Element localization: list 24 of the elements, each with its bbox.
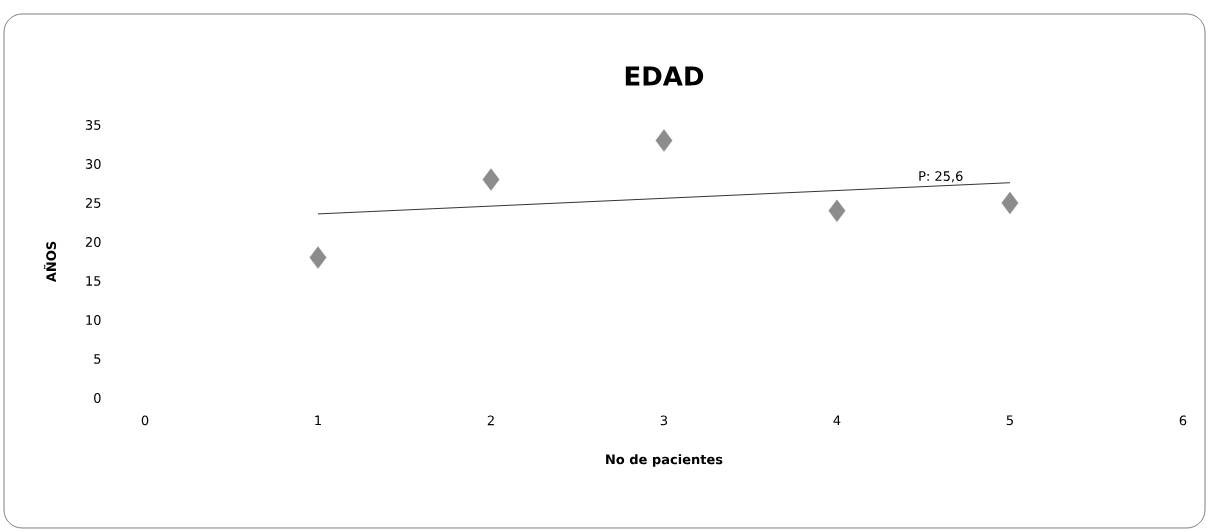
- point: [655, 129, 673, 152]
- y-tick-label: 35: [85, 120, 101, 130]
- point: [309, 246, 327, 269]
- x-tick-label: 1: [315, 415, 321, 425]
- x-axis-title: No de pacientes: [606, 454, 723, 467]
- x-tick-label: 0: [141, 415, 149, 426]
- x-tick-label: 4: [833, 415, 841, 425]
- point: [828, 199, 846, 222]
- y-axis-title: AÑOS: [43, 241, 57, 283]
- x-tick-label: 2: [487, 415, 494, 426]
- y-tick-label: 10: [86, 315, 101, 325]
- y-tick-label: 30: [85, 159, 101, 169]
- chart-title: EDAD: [625, 66, 704, 86]
- y-tick-label: 20: [85, 237, 101, 247]
- y-tick-label: 5: [94, 354, 101, 364]
- x-tick-label: 5: [1006, 415, 1013, 426]
- annotation: P: 25,6: [919, 171, 963, 183]
- point: [482, 168, 500, 191]
- y-tick-label: 25: [85, 198, 101, 208]
- y-tick-label: 15: [86, 276, 101, 286]
- y-tick-label: 0: [94, 393, 101, 403]
- x-tick-label: 3: [660, 415, 668, 426]
- x-tick-label: 6: [1179, 415, 1187, 426]
- point: [1001, 191, 1019, 215]
